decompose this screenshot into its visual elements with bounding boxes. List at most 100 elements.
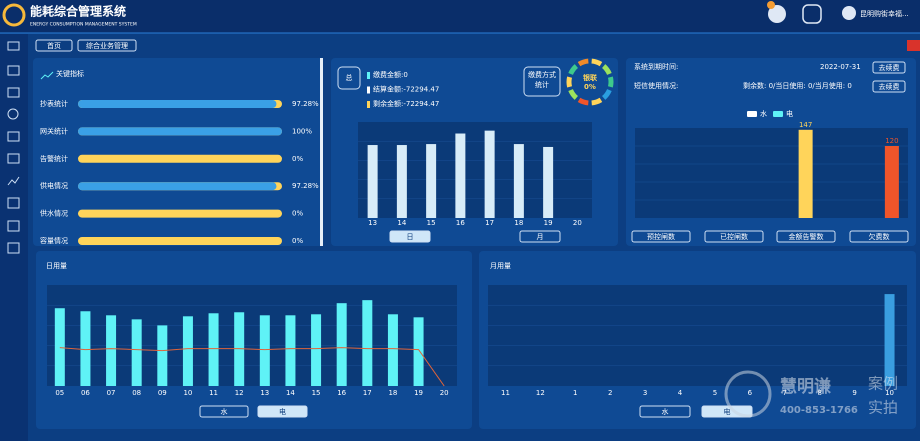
- button[interactable]: [704, 230, 764, 243]
- panel: [33, 58, 323, 246]
- x-tick-label: 16: [337, 389, 346, 397]
- renew-label[interactable]: 去续费: [879, 82, 900, 91]
- button-label[interactable]: 日: [407, 233, 414, 241]
- x-tick-label: 15: [312, 389, 321, 397]
- nav-icon[interactable]: [7, 176, 20, 186]
- donut-segment: [568, 88, 579, 100]
- value-label: 147: [799, 121, 812, 129]
- button-label[interactable]: 首页: [47, 41, 61, 50]
- nav-icon[interactable]: [7, 220, 20, 232]
- x-tick-label: 17: [485, 219, 494, 227]
- button-label[interactable]: 电: [279, 407, 286, 416]
- bar: [543, 146, 554, 218]
- nav-icon[interactable]: [7, 65, 20, 76]
- scrollbar[interactable]: [320, 58, 323, 246]
- x-tick-label: 20: [573, 219, 582, 227]
- bar: [311, 314, 322, 386]
- button-label[interactable]: 月: [537, 233, 544, 241]
- indicator-value: 0%: [292, 155, 303, 163]
- button[interactable]: [389, 230, 431, 243]
- bar: [396, 145, 407, 218]
- renew-button[interactable]: [872, 61, 906, 74]
- legend-swatch: [367, 101, 370, 108]
- button-label[interactable]: 水: [221, 407, 228, 416]
- indicator-value: 97.28%: [292, 100, 319, 108]
- lock-icon[interactable]: [802, 4, 822, 24]
- value-label: 120: [885, 137, 898, 145]
- watermark: 慧明谦 400-853-1766 案例 实拍: [724, 370, 898, 418]
- x-tick-label: 10: [183, 389, 192, 397]
- panel-title: 日用量: [46, 262, 67, 270]
- button-label[interactable]: 水: [662, 407, 669, 416]
- bar: [54, 308, 65, 386]
- button[interactable]: [519, 230, 561, 243]
- watermark-brand: 慧明谦: [780, 376, 831, 397]
- progress-track: [78, 209, 282, 218]
- x-tick-label: 13: [368, 219, 377, 227]
- user-name[interactable]: 昆明购街幸福...: [860, 9, 909, 18]
- nav-icon[interactable]: [7, 242, 20, 254]
- button[interactable]: [77, 39, 137, 52]
- x-tick-label: 12: [536, 389, 545, 397]
- button[interactable]: [776, 230, 836, 243]
- x-tick-label: 20: [440, 389, 449, 397]
- donut-segment: [601, 88, 612, 100]
- progress-track: [78, 237, 282, 245]
- method-title: 缴费方式统计: [528, 71, 556, 89]
- total-label: 总: [346, 73, 353, 82]
- button-label[interactable]: 综合业务管理: [86, 41, 128, 50]
- plot-area: [635, 128, 908, 218]
- x-tick-label: 08: [132, 389, 141, 397]
- indicator-value: 0%: [292, 237, 303, 245]
- x-tick-label: 18: [388, 389, 397, 397]
- notice-badge: [767, 1, 775, 9]
- renew-label[interactable]: 去续费: [879, 63, 900, 72]
- sidebar: [0, 34, 28, 441]
- x-tick-label: 11: [209, 389, 218, 397]
- nav-icon[interactable]: [7, 197, 20, 209]
- renew-button[interactable]: [872, 80, 906, 93]
- button-label[interactable]: 金额告警数: [789, 232, 824, 241]
- method-box: [523, 66, 561, 97]
- x-tick-label: 16: [456, 219, 465, 227]
- button-label[interactable]: 电: [724, 407, 731, 416]
- bar: [455, 133, 466, 218]
- legend-label: 水: [760, 109, 767, 118]
- corner-tab[interactable]: [907, 40, 920, 51]
- button-label[interactable]: 预控闸数: [647, 232, 675, 241]
- button-label[interactable]: 欠费数: [869, 232, 890, 241]
- button[interactable]: [257, 405, 308, 418]
- button[interactable]: [199, 405, 249, 418]
- nav-icon[interactable]: [7, 153, 20, 164]
- button[interactable]: [35, 39, 73, 52]
- nav-icon[interactable]: [7, 131, 20, 142]
- button[interactable]: [849, 230, 909, 243]
- legend-label: 电: [786, 109, 793, 118]
- bar: [106, 315, 117, 386]
- button[interactable]: [639, 405, 691, 418]
- x-tick-label: 8: [817, 389, 821, 397]
- progress-bar: [78, 100, 277, 108]
- header-bar: [0, 0, 920, 33]
- x-tick-label: 5: [713, 389, 717, 397]
- notice-icon[interactable]: [768, 5, 786, 23]
- donut-segment: [577, 97, 589, 106]
- legend-swatch: [747, 111, 757, 117]
- button-label[interactable]: 已控闸数: [720, 232, 748, 241]
- button[interactable]: [631, 230, 691, 243]
- bar: [484, 130, 495, 218]
- indicator-label: 供水情况: [40, 209, 68, 218]
- donut: [566, 58, 614, 106]
- bar: [131, 319, 142, 386]
- indicator-icon: [40, 71, 54, 80]
- nav-icon[interactable]: [7, 108, 19, 120]
- bar: [798, 129, 813, 218]
- logo: [2, 3, 26, 27]
- progress-bar: [78, 182, 277, 191]
- menu-icon[interactable]: [7, 41, 20, 51]
- x-tick-label: 14: [397, 219, 406, 227]
- expiry-label: 系统到期时间:: [634, 62, 678, 71]
- nav-icon[interactable]: [7, 87, 20, 98]
- avatar[interactable]: [842, 6, 856, 20]
